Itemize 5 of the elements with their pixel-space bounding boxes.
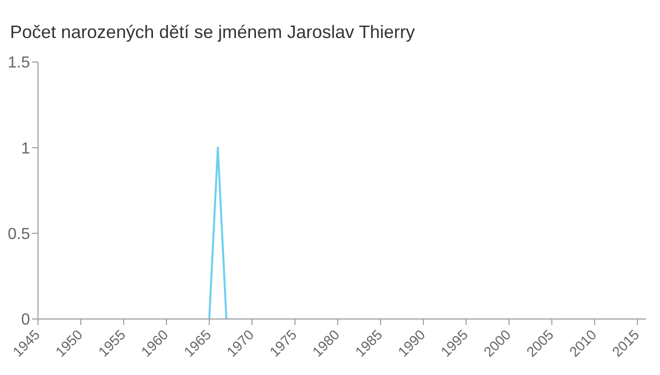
y-tick-label: 0.5 (8, 226, 30, 244)
y-tick-label: 0 (21, 312, 30, 329)
y-tick-label: 1 (21, 140, 30, 158)
chart-title: Počet narozených dětí se jménem Jaroslav Thierry (10, 22, 415, 43)
y-tick-label: 1.5 (8, 54, 30, 72)
